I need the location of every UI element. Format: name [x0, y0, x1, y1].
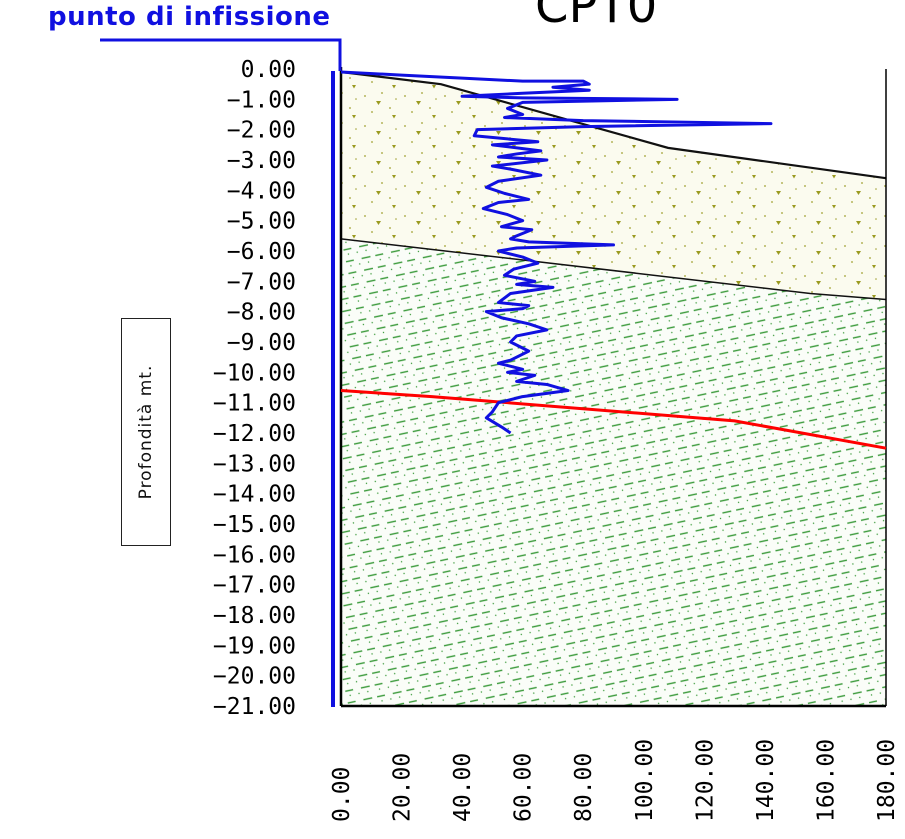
- soil-boundary-2: [340, 238, 887, 301]
- x-tick-label: 0.00: [329, 767, 355, 822]
- y-tick-label: −13.00: [213, 451, 296, 477]
- y-tick-label: −1.00: [227, 87, 296, 113]
- resistance-series-line: [340, 70, 773, 435]
- x-tick-label: 100.00: [632, 739, 658, 822]
- y-tick-label: −2.00: [227, 118, 296, 144]
- y-tick-label: −19.00: [213, 633, 296, 659]
- tick-labels: 0.00 −1.00 −2.00 −3.00 −4.00 −5.00 −6.00 −7.00 −…: [213, 57, 900, 822]
- y-tick-label: −11.00: [213, 391, 296, 417]
- y-tick-label: 0.00: [241, 57, 296, 83]
- probe-entry-label: punto di infissione: [48, 2, 331, 32]
- x-tick-label: 80.00: [571, 753, 597, 822]
- y-tick-label: −8.00: [227, 300, 296, 326]
- y-tick-label: −5.00: [227, 209, 296, 235]
- x-tick-label: 140.00: [753, 739, 779, 822]
- y-tick-label: −18.00: [213, 603, 296, 629]
- y-tick-label: −10.00: [213, 360, 296, 386]
- y-tick-label: −4.00: [227, 178, 296, 204]
- probe-pointer: [100, 38, 342, 71]
- y-tick-label: −20.00: [213, 664, 296, 690]
- y-tick-label: −12.00: [213, 421, 296, 447]
- y-tick-label: −17.00: [213, 573, 296, 599]
- water-table-line: [340, 389, 887, 450]
- y-axis-label-box: Profondità mt.: [121, 318, 171, 546]
- soil-boundary-1: [340, 70, 887, 180]
- x-tick-label: 120.00: [692, 739, 718, 822]
- x-tick-label: 20.00: [390, 753, 416, 822]
- soil-layer-2: [341, 238, 886, 706]
- x-tick-label: 180.00: [874, 739, 900, 822]
- x-tick-label: 40.00: [450, 753, 476, 822]
- y-tick-label: −21.00: [213, 694, 296, 720]
- x-tick-label: 160.00: [813, 739, 839, 822]
- soil-layers: [340, 70, 887, 706]
- y-tick-label: −3.00: [227, 148, 296, 174]
- y-tick-label: −6.00: [227, 239, 296, 265]
- x-tick-label: 60.00: [511, 753, 537, 822]
- y-tick-label: −7.00: [227, 269, 296, 295]
- y-tick-label: −16.00: [213, 542, 296, 568]
- axes: [100, 38, 887, 708]
- y-tick-label: −9.00: [227, 330, 296, 356]
- y-tick-label: −15.00: [213, 512, 296, 538]
- chart-title: CPT0: [535, 0, 658, 34]
- y-tick-label: −14.00: [213, 482, 296, 508]
- series-group: [340, 70, 887, 450]
